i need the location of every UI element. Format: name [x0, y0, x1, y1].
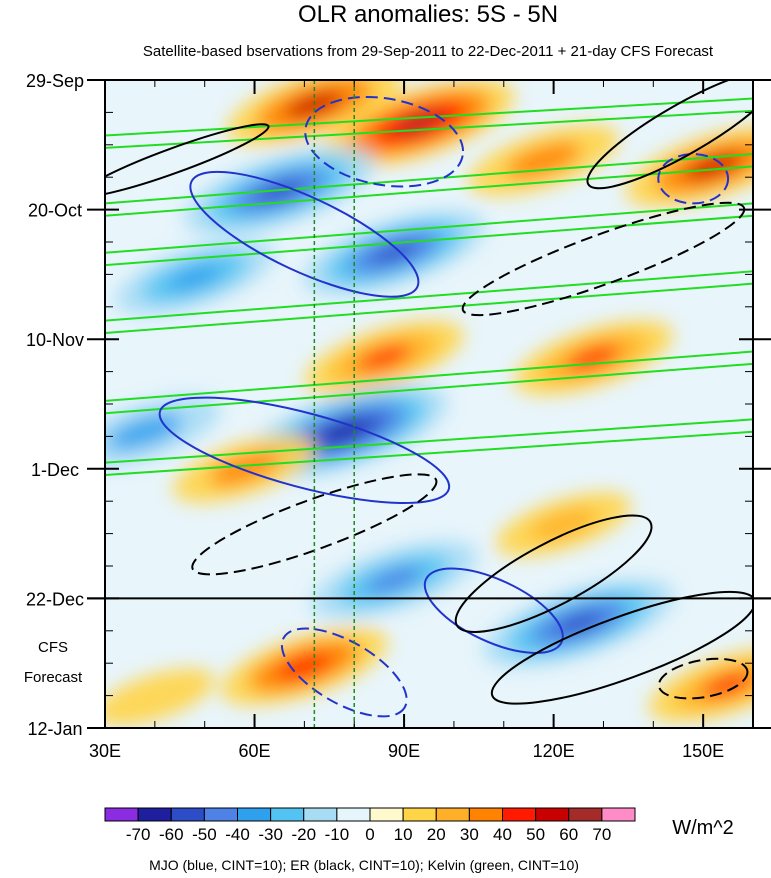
mjo-contours	[158, 95, 730, 718]
colorbar-swatch	[601, 807, 636, 822]
kelvin-contour	[105, 109, 753, 149]
er-contour	[454, 514, 653, 633]
filter-legend: MJO (blue, CINT=10); ER (black, CINT=10)…	[149, 857, 579, 873]
kelvin-contour	[105, 270, 753, 322]
colorbar-swatch	[303, 807, 338, 822]
y-tick-label: 22-Dec	[26, 589, 84, 609]
colorbar-label: -50	[192, 825, 217, 844]
colorbar-swatch	[435, 807, 470, 822]
colorbar-label: -40	[225, 825, 250, 844]
mjo-contour	[280, 627, 408, 718]
anomaly-blob	[505, 142, 582, 178]
anomaly-blob	[371, 242, 417, 264]
colorbar-swatch	[203, 807, 238, 822]
colorbar-swatch	[502, 807, 537, 822]
colorbar-swatch	[402, 807, 437, 822]
colorbar-swatch	[270, 807, 305, 822]
kelvin-contour	[105, 202, 753, 254]
colorbar-swatch	[170, 807, 205, 822]
kelvin-contour	[105, 418, 753, 464]
x-tick-label: 60E	[239, 741, 271, 761]
y-tick-label: 20-Oct	[28, 201, 82, 221]
axes: 30E 60E 90E 120E 150E 29-Sep 20-Oct 10-Nov 1-Dec…	[26, 71, 771, 761]
colorbar-label: 20	[427, 825, 446, 844]
er-contour	[461, 201, 746, 317]
anomaly-blob	[276, 653, 333, 680]
mjo-contour	[189, 170, 420, 298]
y-tick-label: 29-Sep	[26, 71, 84, 91]
anomaly-blob	[168, 265, 222, 290]
mjo-contour	[657, 153, 730, 205]
colorbar-label: -70	[126, 825, 151, 844]
er-contours	[105, 80, 753, 705]
colorbar-label: 70	[592, 825, 611, 844]
anomaly-blob	[357, 345, 411, 371]
forecast-label-line1: CFS	[38, 639, 68, 656]
x-tick-label: 120E	[533, 741, 575, 761]
y-tick-label: 10-Nov	[26, 330, 84, 350]
kelvin-contour	[105, 282, 753, 335]
colorbar-swatch	[104, 807, 139, 822]
mjo-contour	[158, 396, 451, 504]
forecast-label-line2: Forecast	[24, 669, 83, 686]
y-tick-label: 12-Jan	[27, 719, 82, 739]
er-contour	[191, 473, 438, 576]
colorbar-swatch	[237, 807, 272, 822]
colorbar-label: 30	[460, 825, 479, 844]
plot-area	[105, 80, 753, 728]
colorbar-label: 60	[559, 825, 578, 844]
colorbar-swatch	[535, 807, 570, 822]
kelvin-contour	[105, 350, 753, 402]
anomaly-blob	[701, 672, 753, 698]
mjo-contour	[304, 95, 465, 188]
colorbar-label: -60	[159, 825, 184, 844]
colorbar-units: W/m^2	[672, 817, 734, 839]
x-tick-label: 30E	[89, 741, 121, 761]
colorbar-label: -20	[291, 825, 316, 844]
mjo-contour	[423, 567, 564, 654]
er-contour	[490, 590, 753, 705]
kelvin-contour	[105, 165, 753, 217]
x-tick-label: 90E	[388, 741, 420, 761]
anomaly-blob	[683, 152, 743, 180]
kelvin-contour	[105, 214, 753, 267]
anomaly-blob	[366, 566, 422, 593]
colorbar-label: 40	[493, 825, 512, 844]
kelvin-contour	[105, 430, 753, 476]
colorbar: -70 -60 -50 -40 -30 -20 -10 0 10 20 30 40 50 60 70	[104, 807, 636, 844]
anomaly-blob	[105, 668, 215, 726]
kelvin-contour	[105, 97, 753, 137]
anomaly-field	[105, 80, 753, 726]
kelvin-contour	[105, 362, 753, 415]
y-tick-label: 1-Dec	[31, 460, 79, 480]
kelvin-contour	[105, 153, 753, 205]
er-contour	[657, 657, 749, 700]
colorbar-label: 50	[526, 825, 545, 844]
colorbar-swatch	[369, 807, 404, 822]
er-contour	[586, 80, 753, 190]
colorbar-swatch	[336, 807, 371, 822]
colorbar-swatch	[468, 807, 503, 822]
x-tick-label: 150E	[682, 741, 724, 761]
colorbar-label: -10	[325, 825, 350, 844]
colorbar-label: -30	[258, 825, 283, 844]
colorbar-swatch	[568, 807, 603, 822]
reference-longitude-lines	[313, 80, 355, 728]
er-contour	[105, 123, 270, 198]
colorbar-label: 0	[365, 825, 374, 844]
colorbar-swatch	[137, 807, 172, 822]
anomaly-blob	[208, 451, 281, 486]
kelvin-contours	[105, 97, 753, 476]
anomaly-blob	[554, 612, 603, 635]
colorbar-label: 10	[394, 825, 413, 844]
chart-subtitle: Satellite-based bservations from 29-Sep-…	[143, 43, 714, 60]
anomaly-blob	[529, 508, 598, 541]
chart-title: OLR anomalies: 5S - 5N	[298, 1, 558, 28]
